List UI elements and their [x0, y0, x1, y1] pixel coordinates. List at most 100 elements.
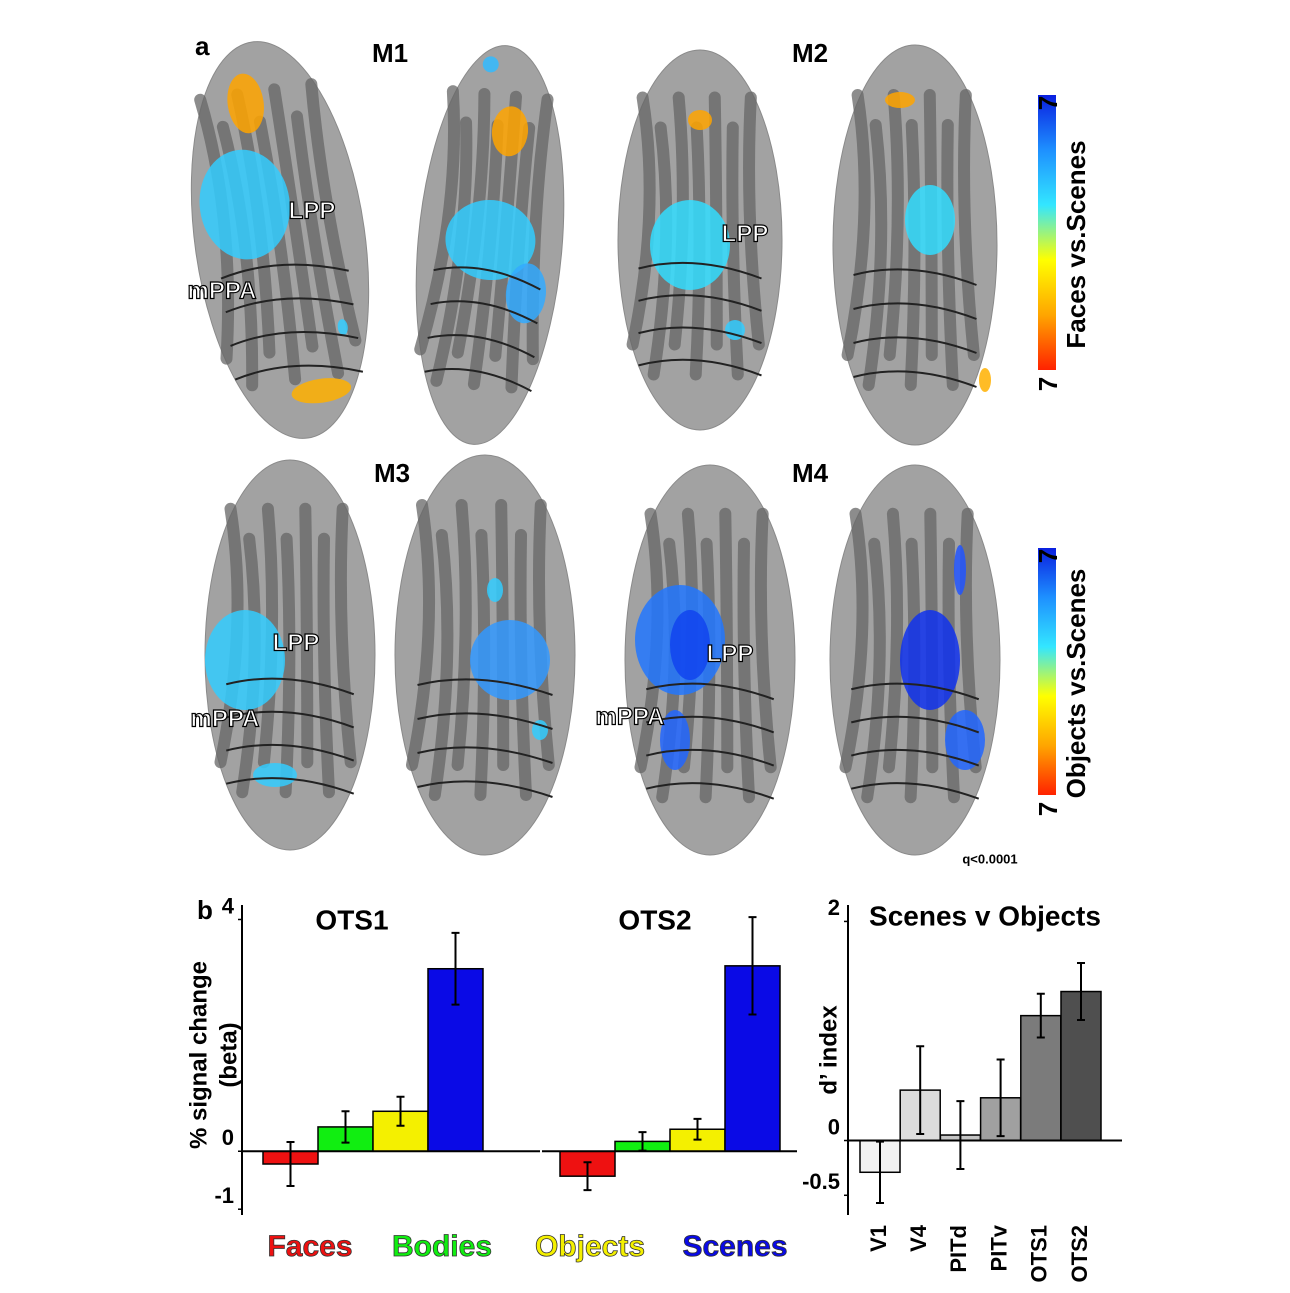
boundary-line [417, 678, 553, 696]
colorbar-title: Objects vs.Scenes [1061, 569, 1091, 799]
monkey-label: M4 [792, 458, 829, 488]
boundary-line [226, 777, 355, 795]
sulcus [305, 78, 362, 347]
sulcus [958, 89, 980, 361]
boundary-line [646, 682, 775, 701]
sulcus [839, 507, 869, 774]
boundary-line [646, 748, 775, 767]
error-bar [748, 916, 757, 1016]
boundary-line [417, 780, 553, 798]
boundary-line [225, 297, 354, 314]
activation [491, 106, 529, 157]
boundary-line [417, 746, 553, 764]
activation [487, 578, 503, 602]
x-tick-label: OTS2 [1067, 1225, 1092, 1282]
y-tick-label: 0 [828, 1114, 840, 1139]
brain [204, 459, 376, 851]
brain-surfaces [190, 41, 1001, 856]
error-bar [583, 1161, 592, 1192]
chart-title: OTS1 [315, 904, 388, 935]
y-axis-label: (beta) [215, 1022, 242, 1087]
boundary-line [638, 326, 762, 345]
sulcus [904, 119, 921, 391]
activation [253, 763, 297, 787]
colorbar-max: 7 [1033, 96, 1063, 110]
y-tick-label: 4 [222, 893, 235, 918]
brain [829, 464, 1001, 856]
activation [291, 378, 352, 404]
brain [394, 454, 576, 856]
boundary-line [638, 294, 762, 312]
sulcus [861, 537, 886, 804]
boundary-line [851, 715, 980, 734]
boundary-line [853, 370, 977, 388]
sulcus [317, 532, 335, 799]
roi-label: LPP [273, 629, 320, 656]
error-bar [286, 1140, 295, 1188]
boundary-line [226, 710, 355, 729]
colorbar-title: Faces vs.Scenes [1061, 140, 1091, 348]
boundary-line [853, 302, 977, 320]
boundary-line [226, 743, 355, 762]
activation [227, 73, 264, 134]
roi-label: LPP [722, 220, 769, 247]
brain [624, 464, 796, 856]
activation [445, 199, 536, 281]
colorbar [1038, 548, 1056, 795]
y-tick-label: -1 [214, 1183, 234, 1208]
sulcus [841, 89, 871, 361]
monkey-label: M2 [792, 38, 828, 68]
sulcus [526, 93, 554, 366]
activation [205, 610, 285, 710]
y-axis-label: % signal change [185, 961, 212, 1149]
activation [954, 545, 966, 595]
error-bar [396, 1095, 405, 1127]
boundary-line [427, 334, 535, 359]
panel-label: b [197, 895, 213, 925]
sulcus [743, 91, 765, 351]
sulcus [253, 115, 302, 386]
boundary-line [433, 266, 541, 291]
sulcus [626, 91, 656, 351]
sulcus [719, 507, 734, 774]
legend-label: Scenes [682, 1230, 787, 1263]
chart-title: OTS2 [618, 904, 691, 935]
x-tick-label: OTS1 [1027, 1225, 1052, 1282]
roi-label: mPPA [191, 705, 260, 732]
boundary-line [851, 782, 980, 800]
colorbar-min: 7 [1033, 802, 1063, 816]
activation [482, 56, 499, 73]
activation [470, 620, 550, 700]
sulcus [883, 89, 904, 361]
legend-label: Bodies [392, 1230, 492, 1263]
activation [532, 720, 548, 740]
x-tick-label: V1 [866, 1225, 891, 1252]
colorbar-min: 7 [1033, 377, 1063, 391]
sulcus [290, 110, 345, 380]
sulcus [941, 119, 959, 391]
error-bar [451, 931, 460, 1006]
sulcus [406, 499, 436, 771]
boundary-line [851, 682, 980, 701]
threshold-note: q<0.0001 [962, 851, 1017, 866]
y-tick-label: 0 [222, 1125, 234, 1150]
boundary-line [417, 712, 553, 730]
sulcus [451, 499, 472, 771]
boundary-line [638, 261, 762, 280]
error-bar [1077, 962, 1085, 1022]
x-tick-label: PITd [946, 1225, 971, 1273]
y-axis-label: d’ index [815, 1005, 842, 1095]
legend-label: Objects [535, 1230, 645, 1263]
monkey-label: M1 [372, 38, 408, 68]
brain [617, 49, 783, 431]
colorbar [1038, 95, 1056, 370]
activation [650, 200, 730, 290]
error-bar [956, 1100, 965, 1170]
error-bar [996, 1058, 1005, 1138]
y-tick-label: -0.5 [802, 1169, 840, 1194]
boundary-line [230, 331, 359, 347]
sulcus [737, 537, 755, 804]
boundary-line [638, 358, 762, 377]
boundary-line [430, 300, 538, 325]
